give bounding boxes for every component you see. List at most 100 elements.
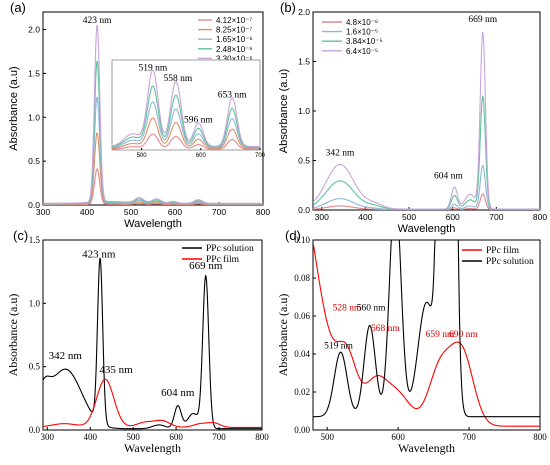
plot-frame <box>42 239 263 431</box>
x-axis-label: Wavelength <box>124 441 181 455</box>
peak-label: 690 nm <box>449 330 478 340</box>
y-tick-label: 1.0 <box>29 298 41 308</box>
legend-label: 1.65×10⁻⁶ <box>216 35 253 44</box>
y-axis-label: Absorbance (a.u) <box>6 294 20 377</box>
inset-series-line-4 <box>112 85 260 148</box>
series-line-1 <box>313 241 540 427</box>
series-line-4 <box>313 31 540 210</box>
series-group <box>313 240 540 427</box>
x-tick-label: 700 <box>462 432 476 442</box>
panel-label: (c) <box>13 228 28 243</box>
y-tick-label: 0.04 <box>294 349 310 359</box>
inset-series-line-1 <box>112 133 260 150</box>
y-tick-label: 1.0 <box>28 112 40 122</box>
inset-peak-label: 558 nm <box>164 74 193 84</box>
peak-label: 568 nm <box>371 324 400 334</box>
y-tick-label: 0.10 <box>294 235 310 245</box>
inset-x-tick-label: 500 <box>137 153 148 159</box>
chart-panel-d: 500 600 700 800 0.00 0.02 0.04 0.06 0.08 0.10 Wave… <box>276 228 547 455</box>
x-axis-label: Wavelength <box>124 218 182 230</box>
y-tick-label: 0.5 <box>29 362 41 372</box>
x-tick-label: 500 <box>320 432 334 442</box>
peak-label: 604 nm <box>434 171 463 181</box>
legend-label: PPc film <box>206 254 240 265</box>
chart-panel-b: 300 400 500 600 700 800 0.0 0.5 1.0 1.5 2.0 Wavelen… <box>278 0 547 235</box>
inset-series <box>112 69 260 150</box>
series-group <box>43 257 262 430</box>
x-tick-label: 300 <box>315 212 329 222</box>
x-tick-label: 700 <box>489 212 503 222</box>
legend-label: 8.25×10⁻⁷ <box>216 26 252 35</box>
y-tick-label: 0.08 <box>294 273 310 283</box>
inset-series-line-3 <box>112 101 260 149</box>
series-line-1 <box>313 193 540 210</box>
inset-x-tick-label: 700 <box>255 153 266 159</box>
peak-label: 659 nm <box>426 330 455 340</box>
peak-label: 342 nm <box>326 149 355 159</box>
series-line-2 <box>313 164 540 210</box>
peak-label: 519 nm <box>324 341 353 351</box>
peak-label: 423 nm <box>83 16 112 26</box>
y-axis-label: Absorbance (a.u) <box>8 66 20 150</box>
x-tick-label: 400 <box>358 212 372 222</box>
y-tick-label: 0.02 <box>294 387 310 397</box>
x-tick-label: 800 <box>256 207 270 217</box>
x-tick-label: 500 <box>126 432 140 442</box>
inset-peak-label: 519 nm <box>138 63 167 73</box>
x-axis-label: Wavelength <box>398 223 456 235</box>
x-tick-label: 600 <box>168 207 182 217</box>
y-tick-label: 1.0 <box>298 106 310 116</box>
peak-label: 669 nm <box>468 15 497 25</box>
chart-panel-a: 300 400 500 600 700 800 0.0 0.5 1.0 1.5 2.0 Wavelen… <box>8 0 270 230</box>
x-tick-label: 300 <box>41 432 55 442</box>
panel-label: (b) <box>280 0 296 15</box>
y-tick-label: 0.5 <box>28 156 40 166</box>
legend-label: PPc solution <box>486 257 534 267</box>
series-line-1 <box>43 257 262 430</box>
inset-peak-label: 653 nm <box>218 90 247 100</box>
inset-series-line-2 <box>112 117 260 150</box>
x-tick-label: 800 <box>255 432 269 442</box>
legend: 4.12×10⁻⁷8.25×10⁻⁷1.65×10⁻⁶2.48×10⁻⁶3.30… <box>198 16 253 63</box>
y-tick-label: 0.0 <box>29 425 41 435</box>
y-tick-label: 1.5 <box>298 57 310 67</box>
y-axis-label: Absorbance (a.u) <box>276 294 290 377</box>
x-tick-label: 600 <box>391 432 405 442</box>
peak-label: 342 nm <box>49 350 83 362</box>
y-tick-label: 1.5 <box>28 68 40 78</box>
chart-panel-c: 300 400 500 600 700 800 0.0 0.5 1.0 1.5 Wavelength… <box>6 228 269 455</box>
x-tick-label: 400 <box>83 432 97 442</box>
x-tick-label: 700 <box>212 207 226 217</box>
inset-series-line-5 <box>112 69 260 147</box>
y-tick-label: 0.5 <box>298 156 310 166</box>
plot-frame <box>312 239 541 431</box>
legend-label: 1.6×10⁻⁵ <box>346 28 378 37</box>
legend-label: 3.84×10⁻⁵ <box>346 37 383 46</box>
x-tick-label: 300 <box>36 207 50 217</box>
plot-frame <box>42 11 264 206</box>
x-tick-label: 500 <box>402 212 416 222</box>
x-tick-label: 600 <box>169 432 183 442</box>
peak-label: 669 nm <box>189 260 223 272</box>
y-axis-label: Absorbance (a.u) <box>278 69 290 153</box>
legend-label: 6.4×10⁻⁵ <box>346 47 378 56</box>
peak-label: 528 nm <box>333 303 362 313</box>
x-tick-label: 800 <box>533 212 547 222</box>
y-tick-label: 2.0 <box>298 7 310 17</box>
x-tick-label: 500 <box>124 207 138 217</box>
series-group <box>313 31 540 210</box>
series-line-1 <box>43 168 263 205</box>
y-tick-label: 1.5 <box>29 235 41 245</box>
y-tick-label: 0.0 <box>298 205 310 215</box>
x-tick-label: 800 <box>533 432 547 442</box>
inset-peak-label: 596 nm <box>184 116 213 126</box>
series-line-5 <box>43 24 263 204</box>
x-tick-label: 600 <box>446 212 460 222</box>
series-line-2 <box>313 240 540 418</box>
peak-label: 435 nm <box>99 364 133 376</box>
y-tick-label: 2.0 <box>28 25 40 35</box>
legend-label: PPc film <box>486 245 520 256</box>
